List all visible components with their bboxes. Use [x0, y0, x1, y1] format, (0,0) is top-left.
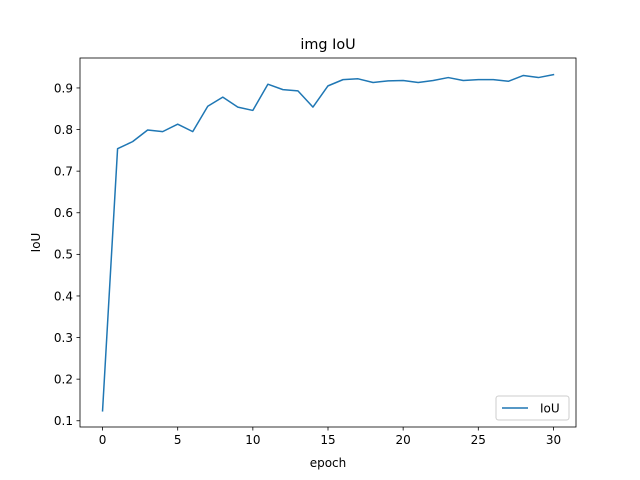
- x-tick-label: 10: [245, 433, 260, 447]
- x-tick-label: 30: [546, 433, 561, 447]
- x-tick-label: 0: [99, 433, 107, 447]
- legend-box: [495, 395, 570, 421]
- x-axis: 0 5 10 15 20 25 30: [99, 427, 561, 447]
- y-tick-label: 0.6: [54, 206, 73, 220]
- series-layer: [101, 73, 555, 412]
- legend-label-iou: IoU: [540, 402, 560, 416]
- plot-frame: [79, 57, 577, 428]
- y-tick-label: 0.1: [54, 414, 73, 428]
- y-tick-label: 0.2: [54, 372, 73, 386]
- y-tick-label: 0.5: [54, 248, 73, 262]
- y-tick-label: 0.9: [54, 81, 73, 95]
- plot-area: [80, 58, 576, 427]
- y-axis: 0.1 0.2 0.3 0.4 0.5 0.6 0.7 0.8 0.9: [54, 81, 80, 428]
- y-tick-label: 0.3: [54, 331, 73, 345]
- y-axis-label: IoU: [29, 233, 43, 253]
- x-tick-label: 20: [396, 433, 411, 447]
- series-line-0: [101, 73, 555, 412]
- chart-title: img IoU: [300, 37, 355, 53]
- x-axis-label: epoch: [310, 456, 347, 470]
- x-tick-label: 25: [471, 433, 486, 447]
- y-tick-label: 0.8: [54, 123, 73, 137]
- x-tick-label: 5: [174, 433, 182, 447]
- y-tick-label: 0.7: [54, 164, 73, 178]
- x-tick-label: 15: [320, 433, 335, 447]
- y-tick-label: 0.4: [54, 289, 73, 303]
- legend: IoU: [495, 395, 570, 421]
